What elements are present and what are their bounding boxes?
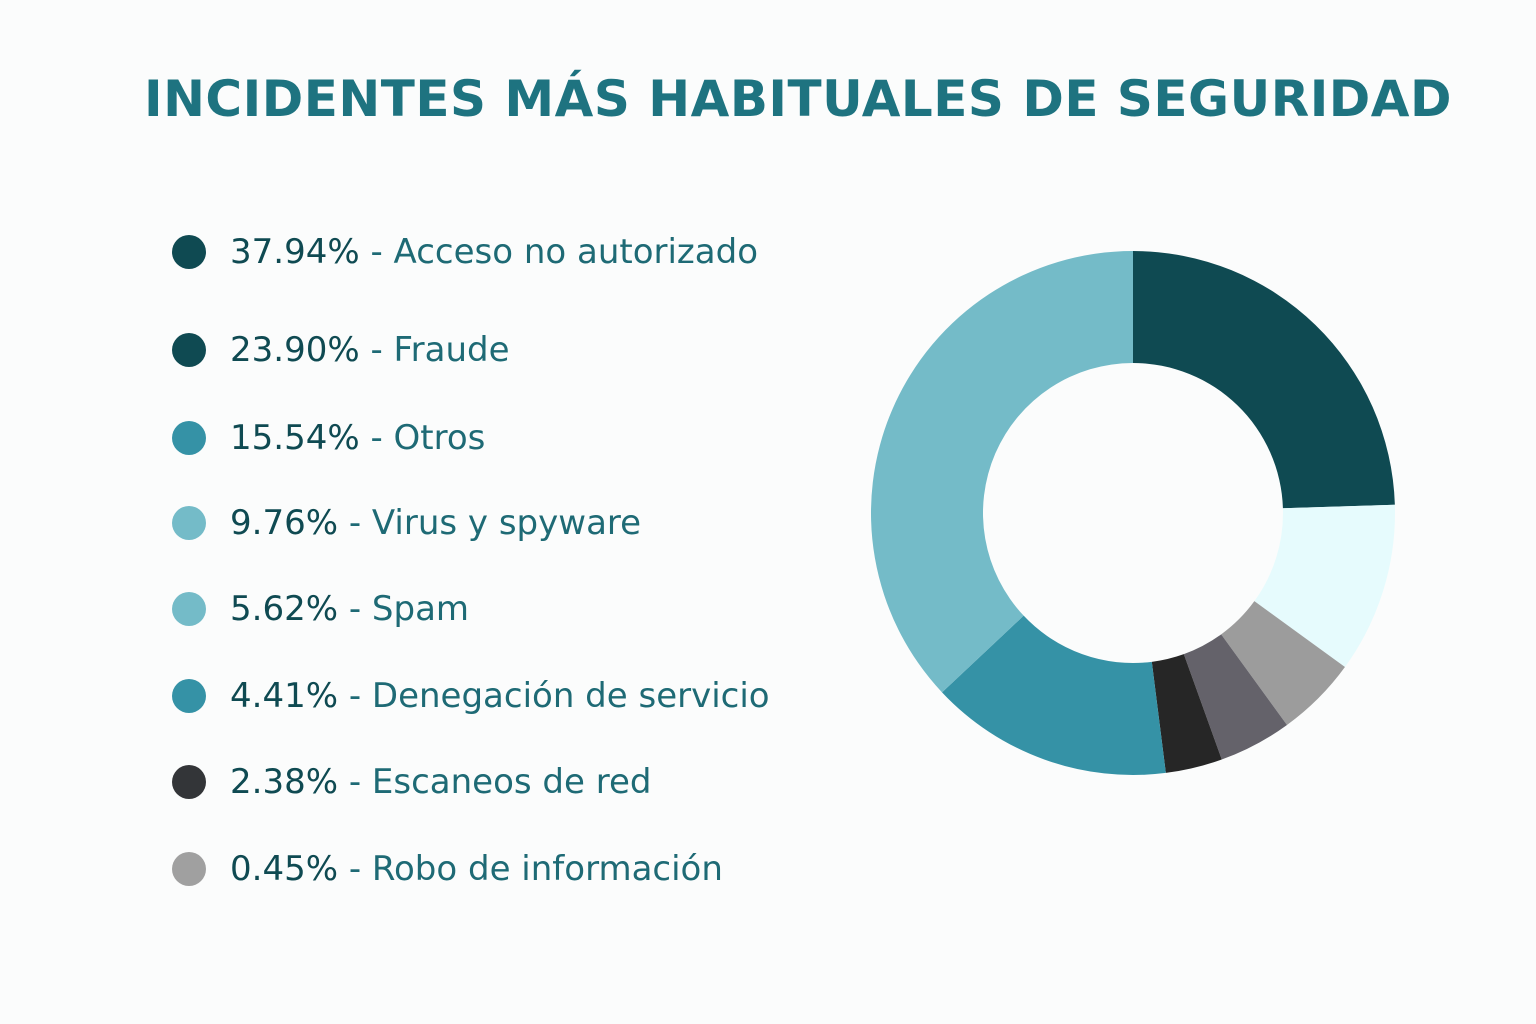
donut-slice-3 <box>1221 601 1345 725</box>
legend-swatch <box>172 421 206 455</box>
legend-percent: 0.45% <box>230 849 339 889</box>
legend-separator: - <box>359 232 394 272</box>
donut-slice-6 <box>942 615 1166 775</box>
legend-text: 5.62% - Spam <box>230 589 469 629</box>
legend-percent: 4.41% <box>230 676 339 716</box>
legend-separator: - <box>359 418 394 458</box>
legend-item-otros: 15.54% - Otros <box>172 418 485 458</box>
legend-separator: - <box>338 849 372 889</box>
legend-swatch <box>172 852 206 886</box>
donut-slice-7 <box>870 250 1133 693</box>
legend-item-denegacion-de-servicio: 4.41% - Denegación de servicio <box>172 676 770 716</box>
legend-item-fraude: 23.90% - Fraude <box>172 330 510 370</box>
donut-slices <box>870 250 1395 775</box>
legend-item-acceso-no-autorizado: 37.94% - Acceso no autorizado <box>172 232 758 272</box>
legend-label: Acceso no autorizado <box>393 232 759 272</box>
donut-slice-2 <box>1254 504 1395 667</box>
legend-swatch <box>172 765 206 799</box>
chart-title: INCIDENTES MÁS HABITUALES DE SEGURIDAD <box>143 70 1453 128</box>
legend: 37.94% - Acceso no autorizado 23.90% - F… <box>172 0 852 1024</box>
legend-text: 0.45% - Robo de información <box>230 849 723 889</box>
legend-label: Otros <box>393 418 486 458</box>
donut-chart <box>870 250 1395 775</box>
legend-percent: 2.38% <box>230 762 339 802</box>
legend-text: 9.76% - Virus y spyware <box>230 503 641 543</box>
legend-percent: 23.90% <box>230 330 360 370</box>
legend-label: Escaneos de red <box>371 762 652 802</box>
legend-swatch <box>172 333 206 367</box>
legend-percent: 9.76% <box>230 503 339 543</box>
legend-item-escaneos-de-red: 2.38% - Escaneos de red <box>172 762 651 802</box>
legend-swatch <box>172 679 206 713</box>
legend-separator: - <box>338 503 372 543</box>
legend-text: 23.90% - Fraude <box>230 330 510 370</box>
legend-item-robo-de-informacion: 0.45% - Robo de información <box>172 849 723 889</box>
legend-separator: - <box>338 762 372 802</box>
legend-item-virus-y-spyware: 9.76% - Virus y spyware <box>172 503 641 543</box>
donut-slice-4 <box>1183 634 1287 760</box>
legend-label: Virus y spyware <box>371 503 642 543</box>
legend-percent: 5.62% <box>230 589 339 629</box>
legend-separator: - <box>338 676 372 716</box>
legend-text: 2.38% - Escaneos de red <box>230 762 651 802</box>
legend-label: Fraude <box>393 330 510 370</box>
legend-item-spam: 5.62% - Spam <box>172 589 469 629</box>
legend-percent: 37.94% <box>230 232 360 272</box>
legend-text: 15.54% - Otros <box>230 418 485 458</box>
legend-separator: - <box>338 589 372 629</box>
legend-label: Robo de información <box>371 849 723 889</box>
donut-slice-5 <box>1151 654 1222 773</box>
legend-text: 37.94% - Acceso no autorizado <box>230 232 758 272</box>
legend-swatch <box>172 235 206 269</box>
legend-label: Denegación de servicio <box>371 676 770 716</box>
legend-percent: 15.54% <box>230 418 360 458</box>
legend-text: 4.41% - Denegación de servicio <box>230 676 770 716</box>
legend-swatch <box>172 592 206 626</box>
legend-swatch <box>172 506 206 540</box>
donut-slice-1 <box>1133 251 1395 509</box>
legend-label: Spam <box>371 589 470 629</box>
legend-separator: - <box>359 330 394 370</box>
